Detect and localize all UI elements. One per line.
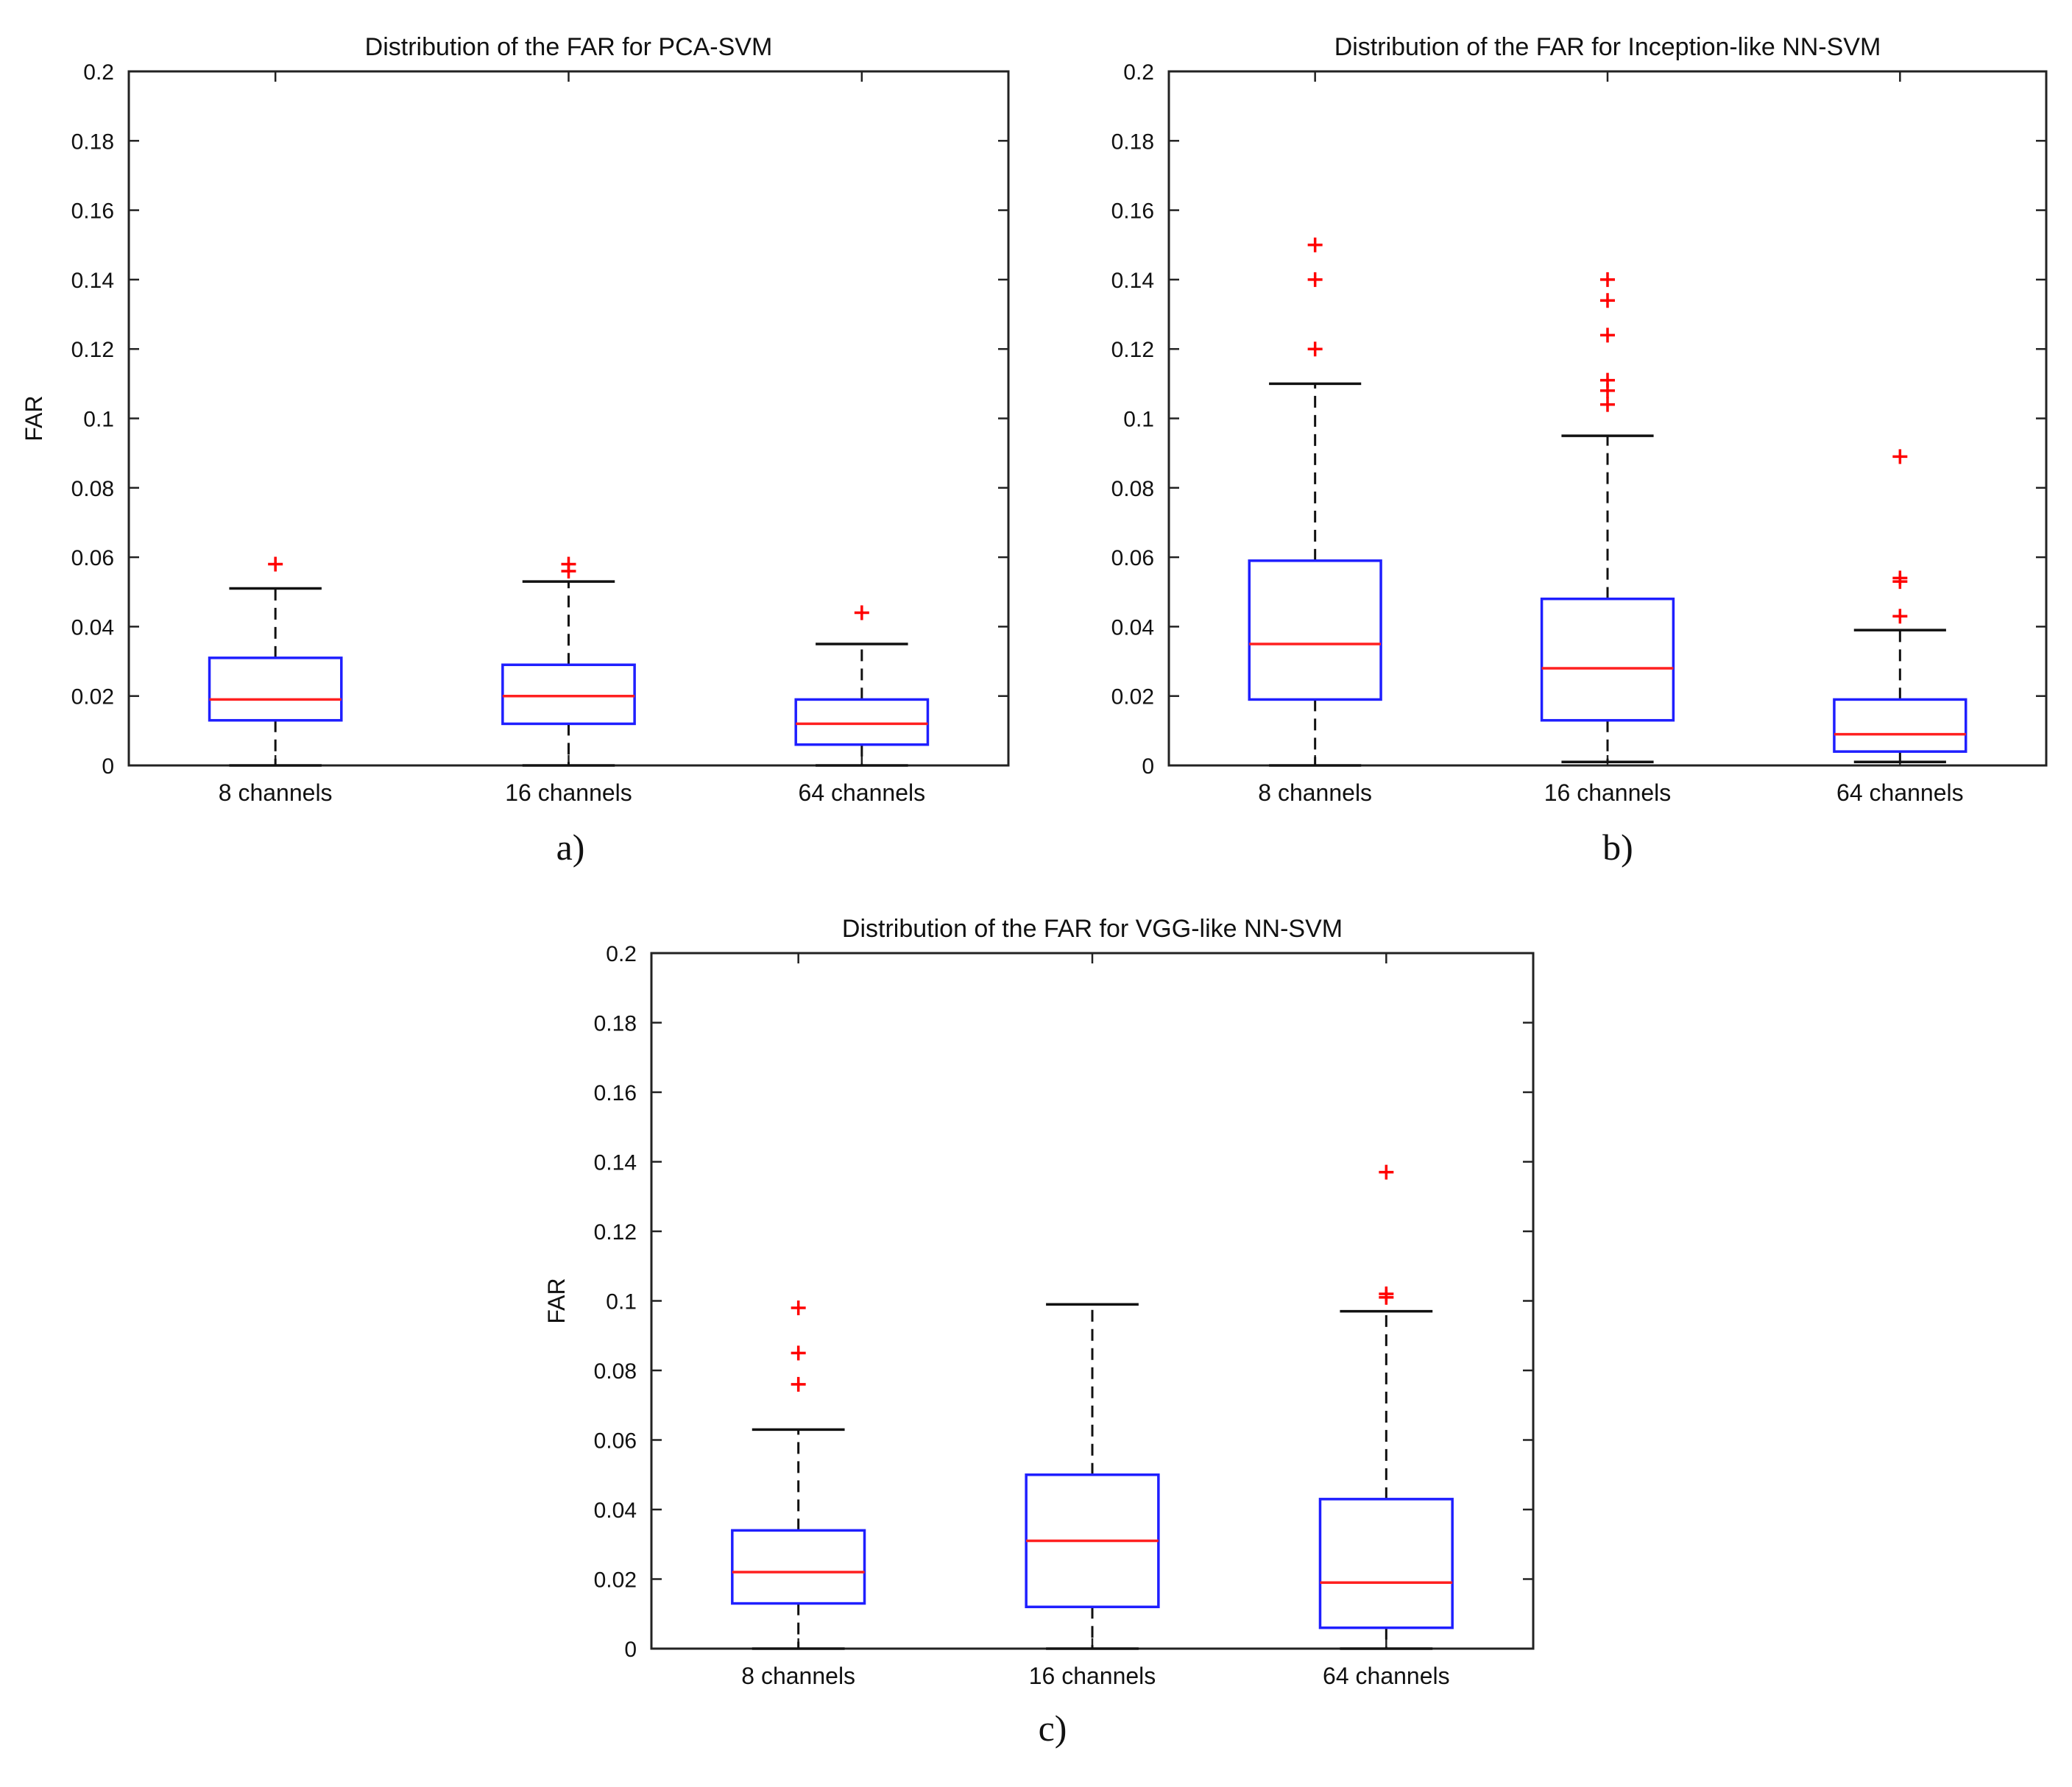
y-tick-label: 0.18 — [594, 1012, 637, 1036]
y-tick-label: 0.08 — [71, 477, 114, 501]
y-tick-label: 0.02 — [71, 685, 114, 710]
outlier-marker — [1600, 272, 1615, 287]
outlier-marker — [1600, 328, 1615, 343]
outlier-marker — [1307, 342, 1323, 357]
outlier-marker — [1379, 1164, 1394, 1180]
iqr-box — [1318, 1498, 1454, 1629]
outlier-marker — [1307, 237, 1323, 252]
box-1 — [1248, 237, 1382, 767]
plot-frame — [650, 952, 1535, 1650]
chart-title: Distribution of the FAR for Inception-li… — [1334, 33, 1881, 61]
x-category-label: 8 channels — [219, 779, 333, 806]
outlier-marker — [1892, 609, 1908, 624]
chart-panel-2: Distribution of the FAR for Inception-li… — [1111, 33, 2048, 868]
y-tick-label: 0.02 — [594, 1568, 637, 1593]
y-tick-label: 0.1 — [606, 1290, 637, 1314]
chart-panel-1: Distribution of the FAR for PCA-SVM 0 0.02… — [21, 33, 1010, 868]
y-tick-label: 0.08 — [594, 1359, 637, 1384]
y-tick-label: 0.04 — [1111, 615, 1154, 640]
iqr-box — [794, 698, 930, 746]
box-3 — [1318, 1164, 1454, 1650]
outlier-marker — [791, 1300, 806, 1315]
x-category-label: 8 channels — [741, 1663, 855, 1689]
y-tick-label: 0.16 — [1111, 199, 1154, 224]
y-tick-label: 0.2 — [1123, 60, 1154, 85]
outlier-marker — [1600, 372, 1615, 388]
iqr-box — [208, 657, 343, 722]
y-tick-label: 0.14 — [594, 1151, 637, 1175]
outlier-marker — [1600, 397, 1615, 412]
y-axis-label: FAR — [543, 1278, 570, 1323]
box-2 — [501, 556, 636, 767]
iqr-box — [1833, 698, 1967, 753]
outlier-marker — [1307, 272, 1323, 287]
y-tick-label: 0 — [102, 754, 114, 779]
chart-panel-3: Distribution of the FAR for VGG-like NN-… — [543, 915, 1535, 1749]
outlier-marker — [791, 1345, 806, 1361]
y-tick-label: 0.1 — [1123, 408, 1154, 432]
y-tick-label: 0.18 — [71, 130, 114, 154]
y-tick-label: 0.02 — [1111, 685, 1154, 710]
outlier-marker — [791, 1376, 806, 1392]
box-2 — [1025, 1303, 1160, 1650]
x-category-label: 8 channels — [1258, 779, 1372, 806]
y-axis-label: FAR — [21, 395, 47, 441]
y-tick-label: 0 — [624, 1638, 637, 1662]
y-tick-label: 0.1 — [83, 408, 114, 432]
box-1 — [208, 556, 343, 767]
y-tick-label: 0.12 — [1111, 338, 1154, 362]
iqr-box — [1248, 559, 1382, 701]
y-tick-label: 0.06 — [71, 546, 114, 570]
y-tick-label: 0.06 — [1111, 546, 1154, 570]
iqr-box — [731, 1529, 866, 1605]
box-1 — [731, 1300, 866, 1650]
box-2 — [1540, 272, 1675, 764]
outlier-marker — [1379, 1287, 1394, 1302]
y-tick-label: 0 — [1142, 754, 1154, 779]
x-category-label: 16 channels — [505, 779, 632, 806]
iqr-box — [1540, 597, 1675, 722]
y-tick-label: 0.16 — [594, 1081, 637, 1105]
y-tick-label: 0.2 — [606, 942, 637, 966]
panel-caption: c) — [1039, 1708, 1067, 1749]
x-category-label: 64 channels — [799, 779, 926, 806]
outlier-marker — [268, 556, 283, 572]
iqr-box — [501, 663, 636, 726]
outlier-marker — [1600, 293, 1615, 308]
y-tick-label: 0.14 — [71, 269, 114, 293]
outlier-marker — [1892, 570, 1908, 586]
y-tick-label: 0.06 — [594, 1429, 637, 1454]
y-tick-label: 0.04 — [71, 615, 114, 640]
y-tick-label: 0.2 — [83, 60, 114, 85]
panel-caption: a) — [556, 827, 585, 868]
x-category-label: 64 channels — [1323, 1663, 1450, 1689]
y-tick-label: 0.16 — [71, 199, 114, 224]
y-tick-label: 0.18 — [1111, 130, 1154, 154]
panel-caption: b) — [1602, 827, 1633, 868]
x-category-label: 16 channels — [1029, 1663, 1156, 1689]
y-tick-label: 0.08 — [1111, 477, 1154, 501]
chart-title: Distribution of the FAR for PCA-SVM — [365, 33, 773, 61]
outlier-marker — [561, 556, 576, 572]
box-3 — [1833, 449, 1967, 764]
chart-title: Distribution of the FAR for VGG-like NN-… — [842, 915, 1343, 943]
y-tick-label: 0.04 — [594, 1498, 637, 1523]
outlier-marker — [1892, 449, 1908, 464]
x-category-label: 16 channels — [1544, 779, 1672, 806]
y-tick-label: 0.12 — [594, 1220, 637, 1245]
plot-frame — [1167, 70, 2048, 767]
x-category-label: 64 channels — [1836, 779, 1964, 806]
outlier-marker — [854, 605, 869, 620]
y-tick-label: 0.14 — [1111, 269, 1154, 293]
y-tick-label: 0.12 — [71, 338, 114, 362]
box-3 — [794, 605, 930, 767]
